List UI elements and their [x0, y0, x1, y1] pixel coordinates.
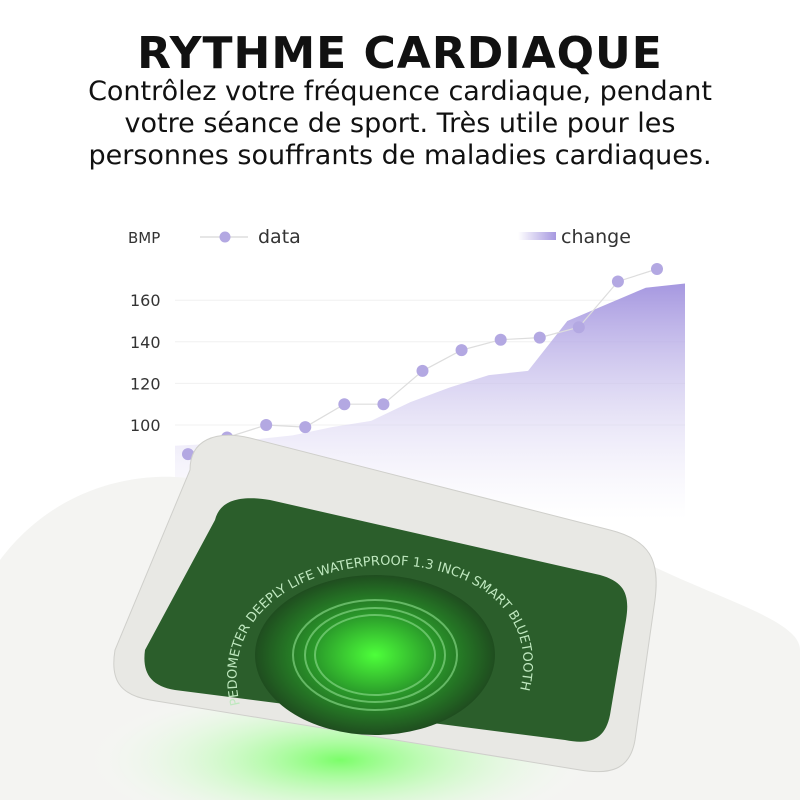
data-point — [572, 321, 585, 334]
legend-data-marker — [219, 231, 231, 243]
data-point — [182, 448, 194, 461]
data-point — [533, 331, 546, 344]
y-tick-label: 160 — [130, 291, 161, 310]
data-point — [338, 398, 351, 411]
legend-data-label: data — [258, 226, 301, 248]
data-point — [377, 398, 390, 411]
data-point — [651, 263, 663, 275]
data-point — [416, 364, 429, 377]
smartwatch-image: PEDOMETER DEEPLY LIFE WATERPROOF 1.3 INC… — [0, 420, 800, 800]
y-tick-label: 100 — [130, 416, 161, 435]
y-tick-label: 120 — [130, 374, 161, 393]
data-point — [455, 344, 468, 357]
y-axis-label: BMP — [128, 229, 160, 247]
heart-rate-sensor — [255, 575, 495, 735]
data-point — [494, 333, 507, 346]
page-title: RYTHME CARDIAQUE — [137, 28, 663, 79]
subtitle-line: personnes souffrants de maladies cardiaq… — [88, 140, 712, 171]
subtitle-line: Contrôlez votre fréquence cardiaque, pen… — [88, 76, 712, 107]
data-point — [611, 275, 624, 288]
data-point — [299, 421, 312, 434]
y-tick-label: 140 — [130, 333, 161, 352]
subtitle-line: votre séance de sport. Très utile pour l… — [124, 108, 676, 139]
legend-change-label: change — [561, 226, 631, 248]
legend-change-swatch — [518, 232, 556, 240]
page-subtitle: Contrôlez votre fréquence cardiaque, pen… — [0, 76, 800, 172]
data-point — [260, 419, 273, 431]
